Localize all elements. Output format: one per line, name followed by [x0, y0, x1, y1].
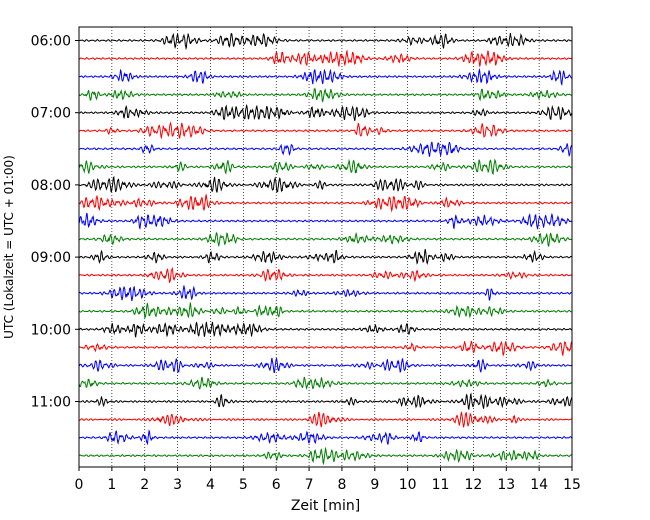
trace-0800	[78, 175, 573, 193]
y-axis: 06:00 07:00 08:00 09:00 10:00 11:00	[31, 34, 79, 411]
x-tick-label-4: 4	[206, 477, 215, 493]
x-tick-label-8: 8	[337, 477, 346, 493]
x-tick-label-11: 11	[432, 477, 450, 493]
trace-0915	[78, 266, 573, 283]
trace-0815	[78, 193, 573, 213]
y-tick-label-3: 09:00	[31, 250, 71, 266]
x-tick-label-15: 15	[563, 477, 581, 493]
y-tick-label-4: 10:00	[31, 322, 71, 338]
trace-0845	[78, 231, 573, 247]
trace-0745	[78, 158, 573, 176]
trace-1100	[78, 392, 573, 411]
x-tick-label-9: 9	[370, 477, 379, 493]
trace-0645	[78, 87, 573, 103]
x-tick-label-14: 14	[530, 477, 548, 493]
trace-1045	[78, 376, 573, 390]
trace-0700	[78, 103, 573, 121]
x-axis: 0 1 2 3 4 5 6 7 8 9 10 11 12 13 14 15	[75, 467, 581, 493]
x-tick-label-12: 12	[464, 477, 482, 493]
y-axis-label: UTC (Lokalzeit = UTC + 01:00)	[2, 155, 16, 339]
trace-0730	[78, 141, 573, 158]
trace-0930	[78, 285, 573, 302]
x-tick-label-6: 6	[272, 477, 281, 493]
x-tick-label-5: 5	[239, 477, 248, 493]
y-tick-label-5: 11:00	[31, 395, 71, 411]
trace-1015	[78, 340, 573, 357]
plot-frame	[78, 26, 573, 468]
trace-0630	[78, 67, 573, 86]
x-tick-label-3: 3	[173, 477, 182, 493]
x-tick-label-13: 13	[497, 477, 515, 493]
trace-0830	[78, 212, 573, 230]
trace-1130	[78, 429, 573, 446]
x-tick-label-2: 2	[140, 477, 149, 493]
seismogram-traces	[78, 32, 573, 466]
x-tick-label-0: 0	[75, 477, 84, 493]
x-axis-label: Zeit [min]	[291, 498, 360, 514]
trace-0600	[78, 32, 573, 51]
trace-0900	[78, 249, 573, 265]
trace-0715	[78, 121, 573, 140]
y-tick-label-2: 08:00	[31, 178, 71, 194]
trace-1000	[78, 321, 573, 338]
y-tick-label-0: 06:00	[31, 34, 71, 50]
x-tick-label-7: 7	[305, 477, 314, 493]
x-tick-label-1: 1	[107, 477, 116, 493]
trace-1030	[78, 357, 573, 374]
x-tick-label-10: 10	[399, 477, 417, 493]
y-tick-label-1: 07:00	[31, 106, 71, 122]
trace-0945	[78, 301, 573, 320]
trace-1115	[78, 411, 573, 428]
trace-0615	[78, 49, 573, 68]
trace-1145	[78, 446, 573, 466]
